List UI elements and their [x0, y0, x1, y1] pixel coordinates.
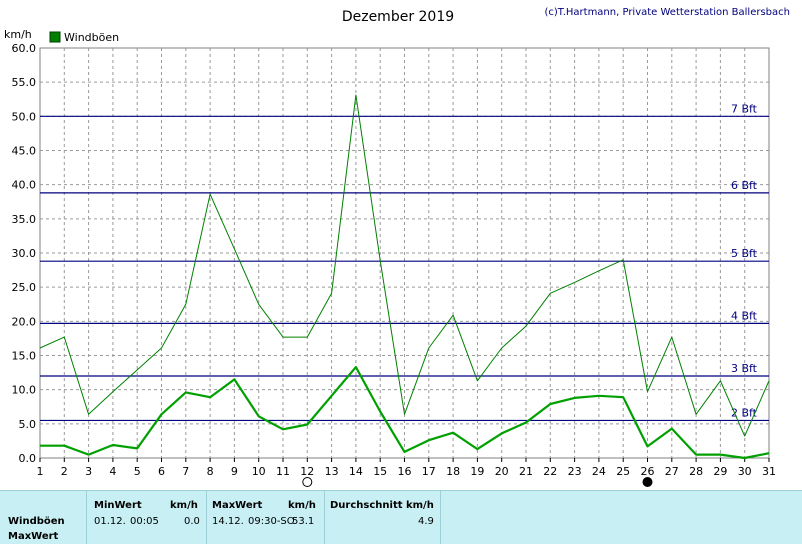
chart-title: Dezember 2019 — [342, 9, 454, 25]
x-tick-label: 12 — [300, 465, 314, 478]
max-unit: km/h — [288, 500, 316, 511]
x-tick-label: 29 — [713, 465, 727, 478]
x-tick-label: 13 — [325, 465, 339, 478]
new-moon-icon — [642, 477, 653, 487]
max-date: 14.12. — [212, 516, 244, 527]
x-tick-label: 21 — [519, 465, 533, 478]
series-line-average — [40, 366, 770, 460]
beaufort-label: 3 Bft — [731, 362, 758, 375]
x-tick-label: 22 — [543, 465, 557, 478]
x-tick-label: 17 — [422, 465, 436, 478]
y-tick-label: 15.0 — [12, 350, 37, 363]
row-label-windboen: Windböen — [8, 516, 65, 527]
statistics-panel: Windböen MaxWert MinWert km/h 01.12. 00:… — [0, 490, 802, 544]
x-tick-label: 11 — [276, 465, 290, 478]
y-tick-label: 45.0 — [12, 145, 37, 158]
x-tick-label: 31 — [762, 465, 776, 478]
wind-gust-chart: 0.0 5.0 10.0 15.0 20.0 25.0 30.0 35.0 40.0 45.0 50… — [4, 7, 790, 487]
y-tick-label: 5.0 — [19, 418, 37, 431]
x-tick-label: 28 — [689, 465, 703, 478]
y-axis-unit-label: km/h — [4, 28, 32, 41]
separator — [86, 491, 87, 544]
x-tick-label: 16 — [398, 465, 412, 478]
y-tick-label: 0.0 — [19, 452, 37, 465]
y-tick-label: 30.0 — [12, 247, 37, 260]
y-tick-label: 40.0 — [12, 179, 37, 192]
min-value: 0.0 — [184, 516, 200, 527]
beaufort-label: 4 Bft — [731, 309, 758, 322]
separator — [206, 491, 207, 544]
x-tick-label: 8 — [207, 465, 214, 478]
chart-canvas: 0.0 5.0 10.0 15.0 20.0 25.0 30.0 35.0 40.0 45.0 50… — [4, 7, 790, 487]
x-tick-label: 1 — [37, 465, 44, 478]
full-moon-icon — [302, 477, 313, 487]
x-tick-label: 18 — [446, 465, 460, 478]
x-tick-label: 26 — [641, 465, 655, 478]
x-tick-label: 15 — [373, 465, 387, 478]
max-value: 53.1 — [292, 516, 315, 527]
y-tick-label: 55.0 — [12, 76, 37, 89]
y-tick-label: 20.0 — [12, 315, 37, 328]
x-tick-label: 5 — [134, 465, 141, 478]
beaufort-label: 5 Bft — [731, 247, 758, 260]
beaufort-label: 6 Bft — [731, 179, 758, 192]
x-tick-label: 14 — [349, 465, 363, 478]
min-header: MinWert — [94, 500, 142, 511]
x-tick-label: 2 — [61, 465, 68, 478]
beaufort-label: 2 Bft — [731, 406, 758, 419]
legend-label: Windböen — [64, 31, 119, 44]
max-header: MaxWert — [212, 500, 263, 511]
x-tick-label: 10 — [252, 465, 266, 478]
chart-credit: (c)T.Hartmann, Private Wetterstation Bal… — [544, 7, 790, 18]
min-unit: km/h — [170, 500, 198, 511]
legend-swatch — [49, 31, 61, 43]
x-tick-label: 20 — [495, 465, 509, 478]
min-date: 01.12. — [94, 516, 126, 527]
x-tick-label: 27 — [665, 465, 679, 478]
avg-header: Durchschnitt km/h — [330, 500, 434, 511]
y-tick-label: 50.0 — [12, 110, 37, 123]
x-tick-label: 4 — [109, 465, 116, 478]
x-tick-label: 6 — [158, 465, 165, 478]
separator — [324, 491, 325, 544]
row-label-maxwert: MaxWert — [8, 531, 59, 542]
x-tick-label: 23 — [568, 465, 582, 478]
avg-value: 4.9 — [418, 516, 434, 527]
x-tick-label: 7 — [182, 465, 189, 478]
beaufort-label: 7 Bft — [731, 102, 758, 115]
x-tick-label: 25 — [616, 465, 630, 478]
y-tick-label: 35.0 — [12, 213, 37, 226]
y-tick-label: 60.0 — [12, 42, 37, 55]
y-tick-label: 10.0 — [12, 384, 37, 397]
x-tick-label: 24 — [592, 465, 606, 478]
x-tick-label: 19 — [470, 465, 484, 478]
max-time: 09:30-SO — [248, 516, 295, 527]
y-tick-label: 25.0 — [12, 281, 37, 294]
x-tick-label: 30 — [738, 465, 752, 478]
separator — [440, 491, 441, 544]
x-tick-label: 3 — [85, 465, 92, 478]
min-time: 00:05 — [130, 516, 159, 527]
x-tick-label: 9 — [231, 465, 238, 478]
series-line-gusts — [39, 94, 770, 437]
